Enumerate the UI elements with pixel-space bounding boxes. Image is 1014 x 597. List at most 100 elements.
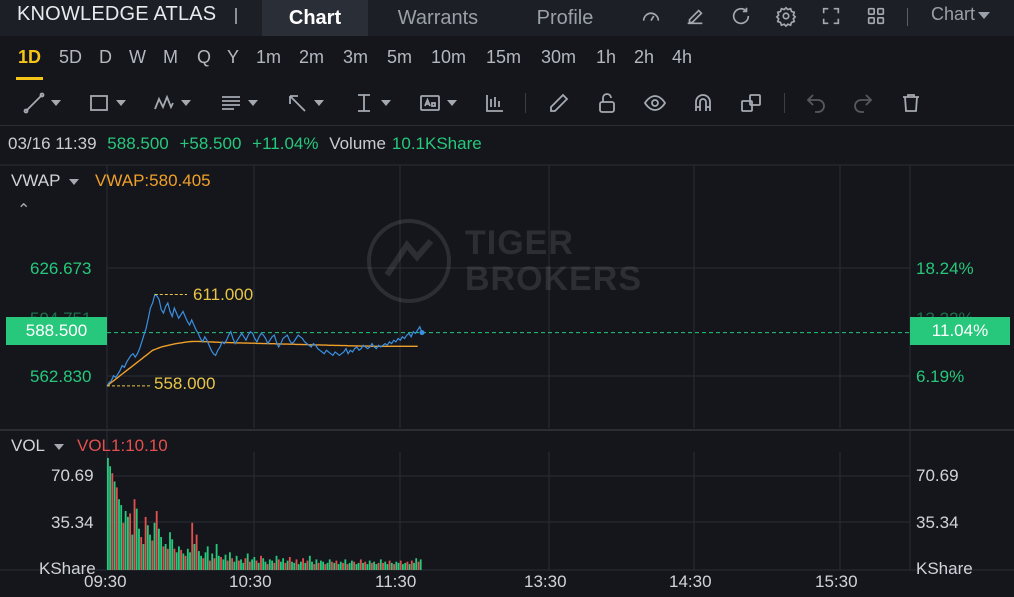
vol-axis-label: 70.69 (916, 466, 959, 485)
toolbar-separator (784, 93, 785, 113)
collapse-chevron-icon[interactable]: ⌃ (17, 202, 31, 219)
gauge-icon[interactable] (638, 3, 664, 29)
vol-indicator-selector[interactable]: VOL (11, 436, 65, 456)
volume-bar (193, 544, 196, 570)
timeframe-30m[interactable]: 30m (541, 47, 577, 67)
chevron-down-icon (978, 11, 991, 19)
timeframe-m[interactable]: M (163, 47, 178, 67)
tab-profile[interactable]: Profile (510, 0, 620, 36)
volume-bar (231, 558, 234, 570)
pattern-tool[interactable] (152, 91, 191, 115)
timeframe-1m[interactable]: 1m (256, 47, 282, 67)
volume-bar (158, 528, 160, 570)
volume-bar (124, 511, 127, 570)
timeframe-2h[interactable]: 2h (634, 47, 655, 67)
volume-bar (266, 564, 269, 570)
volume-bar (138, 528, 140, 570)
chevron-down-icon (51, 100, 61, 106)
volume-bar (160, 537, 163, 570)
volume-bar (351, 560, 353, 570)
timeframe-3m[interactable]: 3m (343, 47, 369, 67)
vwap-line (106, 340, 418, 387)
volume-bar (353, 561, 356, 570)
volume-bar (359, 559, 362, 570)
volume-bar (133, 499, 136, 570)
volume-bar (211, 553, 214, 570)
volume-bar (273, 562, 276, 570)
vwap-indicator-selector[interactable]: VWAP (11, 171, 80, 191)
volume-bar (237, 560, 240, 570)
undo-tool[interactable] (804, 91, 828, 115)
chart-type-dropdown[interactable]: Chart (931, 4, 991, 25)
volume-bar (222, 559, 225, 570)
measure-tool[interactable] (352, 91, 391, 115)
trend-line-tool[interactable] (22, 91, 61, 115)
fullscreen-icon[interactable] (818, 3, 844, 29)
volume-bar (226, 560, 229, 570)
refresh-icon[interactable] (728, 3, 754, 29)
volume-bar (397, 562, 400, 570)
watermark-line1: TIGER (465, 224, 574, 262)
timeframe-4h[interactable]: 4h (672, 47, 693, 67)
volume-bar (371, 562, 373, 570)
volume-bar (313, 564, 316, 570)
timeframe-1h[interactable]: 1h (596, 47, 617, 67)
volume-bar (308, 555, 311, 570)
clone-tool[interactable] (739, 91, 763, 115)
volume-bar (140, 537, 143, 570)
volume-bar (355, 564, 358, 570)
volume-bar (122, 522, 125, 570)
time-axis-label: 14:30 (669, 572, 712, 591)
volume-bar (306, 560, 309, 570)
price-axis-label: 562.830 (30, 367, 92, 386)
visibility-tool[interactable] (643, 91, 667, 115)
volume-bar (357, 562, 360, 570)
redo-tool[interactable] (851, 91, 875, 115)
volume-bar (244, 558, 247, 570)
volume-bar (286, 560, 289, 570)
volume-bar (191, 522, 194, 570)
volume-bar (262, 558, 265, 570)
magnet-tool[interactable] (691, 91, 715, 115)
volume-bar (331, 561, 333, 570)
fibonacci-tool[interactable] (219, 91, 258, 115)
time-axis-label: 13:30 (524, 572, 567, 591)
timeframe-q[interactable]: Q (197, 47, 212, 67)
volume-bar (268, 559, 271, 570)
timeframe-2m[interactable]: 2m (299, 47, 325, 67)
tab-chart-label: Chart (288, 6, 342, 29)
grid-layout-icon[interactable] (863, 3, 889, 29)
timeframe-w[interactable]: W (129, 47, 146, 67)
bar-chart-icon (486, 95, 503, 112)
timeframe-1d[interactable]: 1D (15, 47, 44, 80)
current-price-tag: 588.500 (6, 317, 107, 345)
time-axis-label: 15:30 (815, 572, 858, 591)
rectangle-tool[interactable] (87, 91, 126, 115)
volume-bar (144, 516, 147, 570)
tab-profile-label: Profile (536, 6, 594, 29)
indicator-tool[interactable] (483, 91, 507, 115)
timeframe-10m[interactable]: 10m (431, 47, 467, 67)
lock-tool[interactable] (595, 91, 619, 115)
app-title: KNOWLEDGE ATLAS (17, 3, 217, 25)
volume-bar (255, 560, 258, 570)
volume-bar (390, 562, 393, 570)
arrow-tool[interactable] (285, 91, 324, 115)
rectangle-icon (90, 95, 108, 111)
timeframe-15m[interactable]: 15m (486, 47, 522, 67)
delete-tool[interactable] (899, 91, 923, 115)
chevron-down-icon (381, 100, 391, 106)
timeframe-5m[interactable]: 5m (387, 47, 413, 67)
volume-bar (224, 554, 227, 570)
gear-icon[interactable] (773, 3, 799, 29)
timeframe-y[interactable]: Y (227, 47, 240, 67)
pencil-tool[interactable] (547, 91, 571, 115)
volume-bar (328, 559, 331, 570)
tab-warrants[interactable]: Warrants (372, 0, 504, 36)
edit-icon[interactable] (682, 3, 708, 29)
timeframe-d[interactable]: D (99, 47, 112, 67)
tab-chart[interactable]: Chart (262, 0, 368, 36)
timeframe-5d[interactable]: 5D (59, 47, 83, 67)
text-tool[interactable] (418, 91, 457, 115)
